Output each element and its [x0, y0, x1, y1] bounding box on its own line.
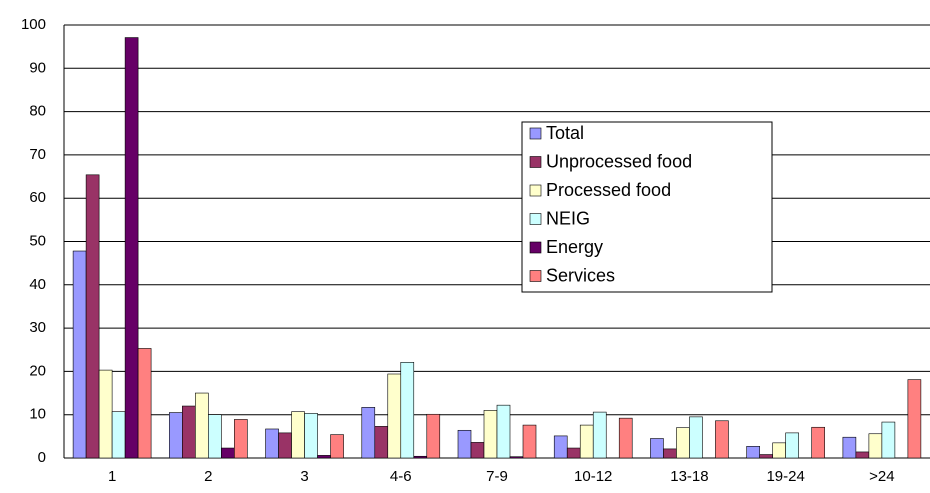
legend-label: NEIG: [546, 208, 590, 228]
legend-label: Total: [546, 123, 584, 143]
bar: [855, 451, 870, 459]
bar: [618, 417, 633, 459]
bar: [470, 442, 485, 459]
bar: [137, 348, 152, 459]
bar: [72, 250, 87, 459]
bar: [208, 414, 222, 459]
bar: [221, 447, 235, 459]
bar: [413, 455, 428, 459]
bar: [374, 426, 389, 459]
x-tick-label: 13-18: [670, 468, 708, 485]
bar: [579, 424, 594, 459]
bar: [881, 421, 896, 459]
bar: [169, 412, 183, 459]
bar: [182, 405, 196, 459]
x-tick-label: 10-12: [574, 468, 612, 485]
bar: [522, 424, 537, 459]
bar: [85, 174, 100, 459]
y-tick-label: 90: [29, 59, 46, 76]
y-tick-label: 40: [29, 276, 46, 293]
bar: [234, 419, 248, 459]
bar: [785, 432, 799, 459]
y-tick-label: 80: [29, 103, 46, 120]
bar: [304, 413, 318, 459]
bar: [746, 446, 760, 459]
x-tick-label: 7-9: [486, 468, 508, 485]
bar: [278, 432, 292, 459]
x-tick-label: 1: [108, 468, 116, 485]
bar: [265, 428, 279, 459]
y-tick-label: 50: [29, 232, 46, 249]
bar: [663, 448, 677, 459]
bar: [496, 404, 511, 459]
bar: [111, 411, 126, 459]
bar: [457, 429, 472, 459]
legend-label: Processed food: [546, 180, 671, 200]
x-tick-label: 3: [300, 468, 308, 485]
legend-swatch: [529, 241, 542, 254]
y-tick-label: 20: [29, 362, 46, 379]
bar: [553, 435, 568, 459]
bar: [811, 426, 825, 459]
bar: [715, 420, 729, 459]
x-tick-label: >24: [869, 468, 894, 485]
bar: [400, 362, 415, 459]
legend-swatch: [529, 156, 542, 168]
bar: [759, 454, 773, 459]
bar: [291, 411, 305, 459]
x-tick-label: 19-24: [766, 468, 804, 485]
y-tick-label: 10: [29, 406, 46, 423]
y-tick-label: 60: [29, 189, 46, 206]
legend: Total Unprocessed food Processed food NEIG E…: [521, 121, 773, 293]
x-tick-label: 4-6: [390, 468, 412, 485]
bar: [124, 37, 139, 459]
legend-swatch: [529, 270, 542, 282]
legend-swatch: [529, 213, 542, 225]
legend-swatch: [529, 127, 542, 140]
y-tick-label: 30: [29, 319, 46, 336]
bar: [195, 392, 209, 459]
legend-label: Services: [546, 265, 615, 285]
bar: [676, 427, 690, 459]
legend-swatch: [529, 184, 542, 197]
bar: [566, 447, 581, 459]
bar: [98, 369, 113, 459]
bar: [387, 373, 402, 459]
legend-label: Energy: [546, 237, 603, 257]
legend-box: [521, 121, 773, 293]
bar: [907, 379, 922, 459]
y-tick-label: 0: [38, 449, 46, 466]
y-tick-label: 100: [21, 16, 46, 33]
bar: [317, 455, 331, 459]
legend-label: Unprocessed food: [546, 151, 692, 171]
bar: [772, 442, 786, 459]
bar: [330, 434, 344, 459]
bar: [650, 438, 664, 459]
bar: [592, 411, 607, 459]
x-tick-label: 2: [204, 468, 212, 485]
bar: [509, 456, 524, 459]
bar: [426, 413, 441, 459]
y-tick-label: 70: [29, 146, 46, 163]
bar: [689, 416, 703, 459]
bar: [842, 436, 857, 459]
bar: [868, 433, 883, 459]
bar: [361, 407, 376, 459]
bar: [483, 410, 498, 459]
